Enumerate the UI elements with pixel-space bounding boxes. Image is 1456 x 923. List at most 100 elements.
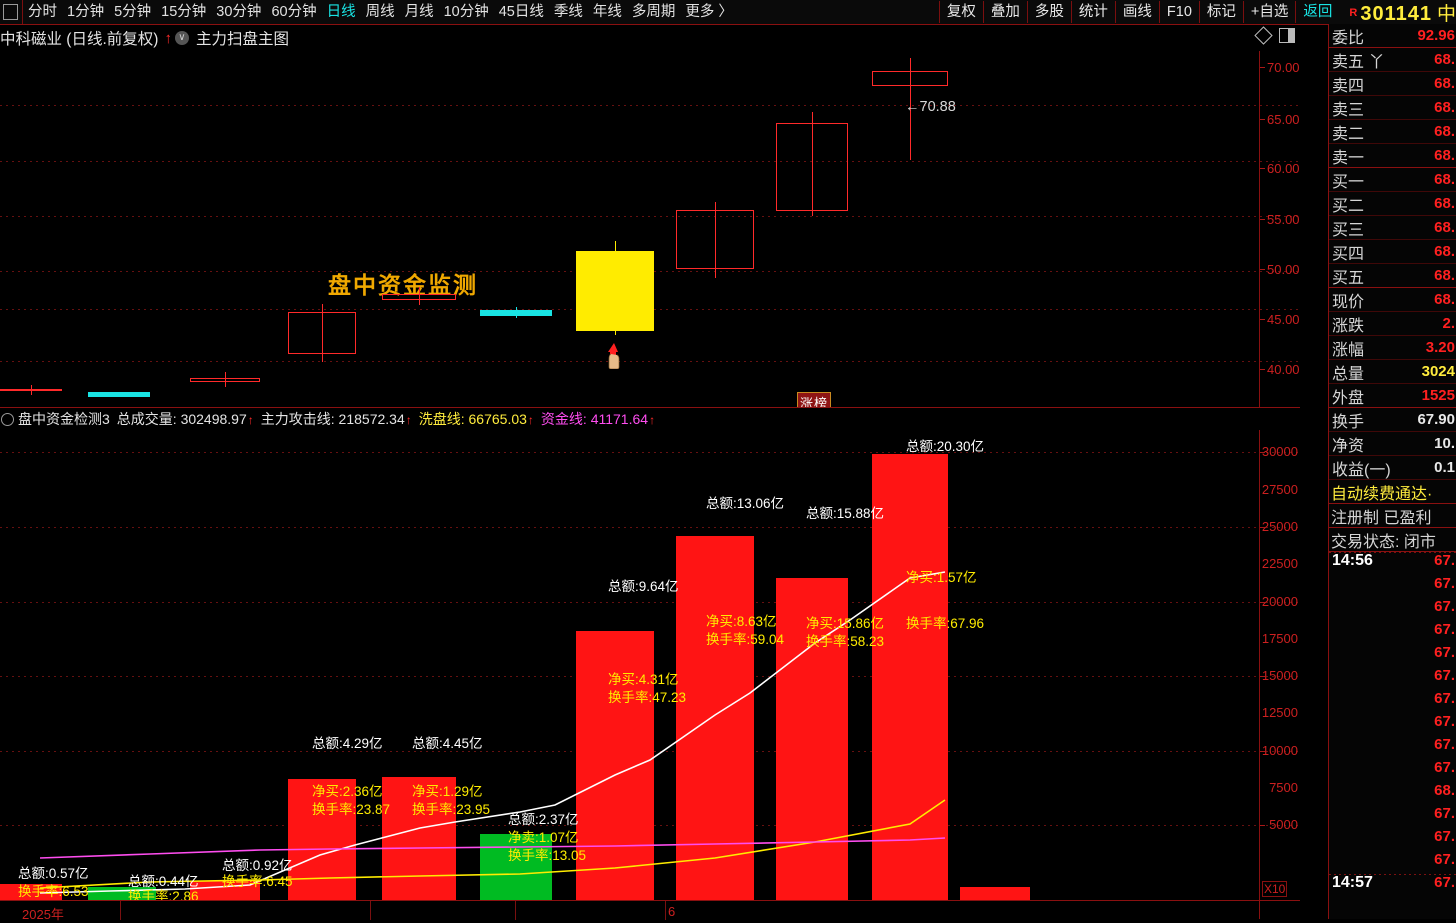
toolbar-button-叠加[interactable]: 叠加 (982, 1, 1027, 23)
axis-tick (1260, 825, 1265, 827)
time-axis: 2025年 6 (0, 900, 1300, 922)
collapse-icon[interactable] (1, 412, 14, 426)
candle-body (288, 312, 356, 354)
period-tab-6[interactable]: 日线 (326, 4, 356, 20)
indicator-item-value: 41171.64 (590, 411, 649, 427)
period-tabs: 分时 1分钟 5分钟 15分钟 30分钟 60分钟 日线 周线 月线 10分钟 45日线 季线 年线 多周… (0, 0, 738, 24)
sidebar-note-2[interactable]: 交易状态: 闭市 (1329, 528, 1456, 552)
period-tab-4[interactable]: 30分钟 (216, 4, 262, 20)
period-tab-2[interactable]: 5分钟 (114, 4, 152, 20)
quote-row-收益(一)[interactable]: 收益(一) 0.1 (1329, 456, 1456, 480)
divider (22, 0, 23, 24)
sidebar-note-1[interactable]: 注册制 已盈利 (1329, 504, 1456, 528)
axis-multiplier-label: X10 (1262, 881, 1288, 897)
quote-row-现价[interactable]: 现价 68. (1329, 288, 1456, 312)
price-axis-label: 65.00 (1267, 112, 1300, 127)
quote-row-卖五 丫[interactable]: 卖五 丫 68. (1329, 48, 1456, 72)
volume-money-chart[interactable]: 总额:0.57亿 换手率:6.53 总额:0.44亿 换手率:2.86 总额:0.92亿… (0, 430, 1300, 900)
period-tab-14[interactable]: 更多 〉 (685, 4, 733, 20)
toolbar-button-多股[interactable]: 多股 (1026, 1, 1071, 23)
period-tab-12[interactable]: 年线 (592, 4, 622, 20)
toolbar-button-标记[interactable]: 标记 (1198, 1, 1243, 23)
stock-code-display[interactable]: R 301141 中 (1339, 0, 1456, 26)
sidebar-note-0[interactable]: 自动续费通达· (1329, 480, 1456, 504)
quote-row-买三[interactable]: 买三 68. (1329, 216, 1456, 240)
menu-box-icon[interactable] (3, 4, 18, 20)
quote-row-卖二[interactable]: 卖二 68. (1329, 120, 1456, 144)
toolbar-button-F10[interactable]: F10 (1158, 1, 1199, 23)
bar-net-label: 净买:1.57亿 (906, 570, 977, 585)
quote-row-买五[interactable]: 买五 68. (1329, 264, 1456, 288)
sidebar-note-text: 自动续费通达· (1331, 485, 1433, 503)
toolbar-button-画线[interactable]: 画线 (1114, 1, 1159, 23)
tick-price: 67. (1434, 828, 1455, 845)
stock-code: 301141 (1360, 2, 1432, 25)
quote-row-委比[interactable]: 委比 92.96 (1329, 24, 1456, 48)
period-tab-1[interactable]: 1分钟 (67, 4, 105, 20)
volume-axis-label: 27500 (1261, 481, 1298, 497)
quote-row-value: 68. (1434, 51, 1455, 68)
toolbar-button-+自选[interactable]: +自选 (1242, 1, 1295, 23)
indicator-item-value: 302498.97 (180, 411, 247, 427)
split-panel-icon[interactable] (1279, 28, 1295, 43)
tick-row: 67. (1329, 828, 1456, 851)
volume-axis-label: 20000 (1261, 593, 1298, 609)
quote-row-卖三[interactable]: 卖三 68. (1329, 96, 1456, 120)
tick-time: 14:56 (1332, 552, 1373, 569)
quote-row-总量[interactable]: 总量 3024 (1329, 360, 1456, 384)
quote-row-value: 2. (1442, 315, 1455, 332)
rank-tag[interactable]: 涨榜 (797, 392, 832, 407)
price-candlestick-chart[interactable]: 盘中资金监测 ←70.88 ←37.05 涨榜 (0, 51, 1300, 408)
axis-tick (1260, 369, 1265, 370)
gridline (0, 452, 1300, 454)
period-tab-8[interactable]: 月线 (404, 4, 434, 20)
period-tab-0[interactable]: 分时 (28, 4, 57, 20)
period-tab-5[interactable]: 60分钟 (271, 4, 317, 20)
quote-row-卖一[interactable]: 卖一 68. (1329, 144, 1456, 168)
toolbar-button-统计[interactable]: 统计 (1070, 1, 1115, 23)
quote-row-涨幅[interactable]: 涨幅 3.20 (1329, 336, 1456, 360)
tick-row: 14:56 67. (1329, 552, 1456, 575)
period-tab-9[interactable]: 10分钟 (443, 4, 489, 20)
quote-row-净资[interactable]: 净资 10. (1329, 432, 1456, 456)
period-tab-3[interactable]: 15分钟 (161, 4, 207, 20)
quote-row-买四[interactable]: 买四 68. (1329, 240, 1456, 264)
bar-turnover-label: 换手率:67.96 (906, 616, 985, 631)
quote-row-卖四[interactable]: 卖四 68. (1329, 72, 1456, 96)
stock-name: 中 (1436, 3, 1456, 25)
chevron-down-icon[interactable]: ∨ (174, 31, 189, 45)
quote-row-label: 买三 (1332, 221, 1365, 239)
volume-bar (960, 886, 1030, 900)
quote-row-value: 68. (1434, 99, 1455, 116)
candle-body (576, 251, 654, 332)
period-tab-11[interactable]: 季线 (553, 4, 583, 20)
quote-row-外盘[interactable]: 外盘 1525 (1329, 384, 1456, 408)
quote-row-label: 外盘 (1332, 389, 1365, 407)
quote-row-买二[interactable]: 买二 68. (1329, 192, 1456, 216)
tick-row: 67. (1329, 621, 1456, 644)
tick-price: 67. (1434, 690, 1455, 707)
quote-row-value: 92.96 (1417, 27, 1455, 44)
period-tab-10[interactable]: 45日线 (498, 4, 544, 20)
quote-row-买一[interactable]: 买一 68. (1329, 168, 1456, 192)
diamond-icon[interactable] (1254, 26, 1273, 45)
quote-row-涨跌[interactable]: 涨跌 2. (1329, 312, 1456, 336)
period-tab-13[interactable]: 多周期 (631, 4, 676, 20)
indicator-name[interactable]: 主力扫盘主图 (195, 31, 289, 48)
gridline (0, 361, 1300, 362)
bar-turnover-label: 换手率:6.53 (18, 884, 89, 899)
quote-row-label: 买二 (1332, 197, 1365, 215)
quote-row-换手[interactable]: 换手 67.90 (1329, 408, 1456, 432)
quote-row-value: 3024 (1421, 363, 1455, 380)
tick-time: 14:57 (1332, 874, 1373, 891)
period-tab-7[interactable]: 周线 (365, 4, 395, 20)
toolbar-button-返回[interactable]: 返回 (1295, 1, 1339, 23)
tick-divider (1329, 552, 1456, 553)
tick-price: 67. (1434, 644, 1455, 661)
toolbar-button-复权[interactable]: 复权 (938, 1, 983, 23)
bar-turnover-label: 换手率:13.05 (508, 848, 587, 863)
indicator-item-label: 资金线: (540, 411, 591, 427)
indicator-item-label: 主力攻击线: (260, 411, 339, 427)
bar-net-label: 净买:2.36亿 (312, 784, 383, 799)
quote-sidebar[interactable]: 委比 92.96 卖五 丫 68. 卖四 68. 卖三 68. 卖二 68. 卖一 68. 买一 68. 买… (1328, 24, 1456, 919)
